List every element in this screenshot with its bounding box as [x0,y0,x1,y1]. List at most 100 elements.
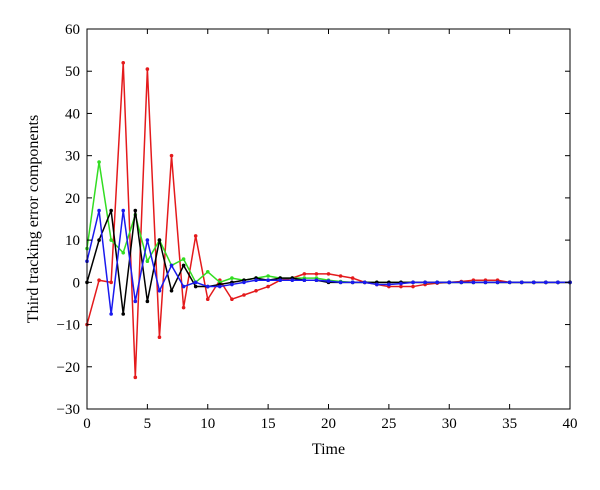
y-tick-label: 0 [73,275,81,291]
data-point [326,279,331,283]
data-point [145,299,150,304]
data-point [109,238,113,242]
data-point [519,280,524,285]
data-point [447,280,452,285]
data-point [387,282,391,287]
y-tick-label: 40 [65,106,80,122]
data-point [495,280,500,285]
data-point [242,280,246,285]
data-point [145,67,150,71]
data-point [97,208,101,213]
y-tick-label: −10 [57,318,80,334]
data-point [97,278,101,283]
x-tick-label: 5 [144,416,152,432]
data-point [157,288,162,293]
data-point [157,238,162,242]
data-point [483,280,488,285]
data-point [109,280,113,285]
data-point [278,278,283,283]
y-tick-label: 20 [65,191,80,207]
data-point [423,280,427,285]
x-tick-label: 40 [563,416,578,432]
data-point [399,284,403,289]
data-point [193,280,198,285]
x-tick-label: 35 [502,416,517,432]
data-point [193,284,198,289]
data-point [157,335,162,340]
data-point [121,60,126,65]
data-point [544,280,548,285]
x-tick-label: 25 [381,416,396,432]
x-tick-label: 30 [442,416,457,432]
data-point [266,274,270,278]
data-point [266,284,270,289]
data-point [181,257,186,261]
x-tick-label: 15 [261,416,276,432]
data-point [507,280,512,285]
y-axis-title: Third tracking error components [25,115,42,323]
data-point [121,312,126,316]
data-point [109,208,113,213]
data-point [218,284,222,289]
data-point [531,280,536,285]
data-point [399,281,403,286]
data-point [133,375,138,380]
data-point [97,160,101,164]
data-point [314,272,319,276]
y-tick-label: 50 [65,64,80,80]
series-line-4 [86,209,570,315]
data-point [302,278,307,283]
data-point [266,278,270,283]
data-point [350,280,355,285]
series-line-2 [86,161,570,284]
series-line-1 [86,62,570,379]
data-point [242,293,246,297]
data-point [205,297,210,302]
series-line-3 [86,209,570,315]
data-point [181,305,186,310]
data-point [169,153,174,158]
data-point [145,259,150,264]
data-point [254,278,258,283]
data-point [326,272,331,276]
ticks-layer: 0 5 10 15 20 25 30 35 40 −30 −20 −10 0 10 20 30 40 50 60 [57,22,578,432]
data-point [109,312,113,316]
data-point [121,250,126,255]
data-point [435,280,439,285]
data-point [362,280,367,285]
data-point [411,280,415,285]
data-point [230,282,234,287]
data-point [459,280,464,285]
data-point [471,280,476,285]
data-point [205,284,210,289]
data-point [133,208,138,213]
data-point [290,278,295,283]
y-tick-label: −30 [57,402,80,418]
y-tick-label: 30 [65,149,80,165]
data-point [230,297,234,302]
data-point [254,288,258,293]
data-point [193,234,198,238]
data-point [556,280,560,285]
data-point [338,274,343,278]
data-point [350,276,355,280]
data-point [230,276,234,280]
data-point [97,238,101,242]
data-point [169,263,174,268]
x-axis-title: Time [312,441,345,458]
plot-frame [86,28,571,410]
data-point [302,272,307,276]
data-point [121,208,126,213]
y-tick-label: −20 [57,360,80,376]
data-point [411,284,415,289]
data-point [169,288,174,293]
x-tick-label: 20 [321,416,336,432]
data-point [145,238,150,242]
data-point [375,282,379,287]
data-point [133,299,138,304]
data-point [338,280,343,285]
series-layer [85,60,572,380]
y-tick-label: 60 [65,22,80,38]
data-point [314,278,319,283]
